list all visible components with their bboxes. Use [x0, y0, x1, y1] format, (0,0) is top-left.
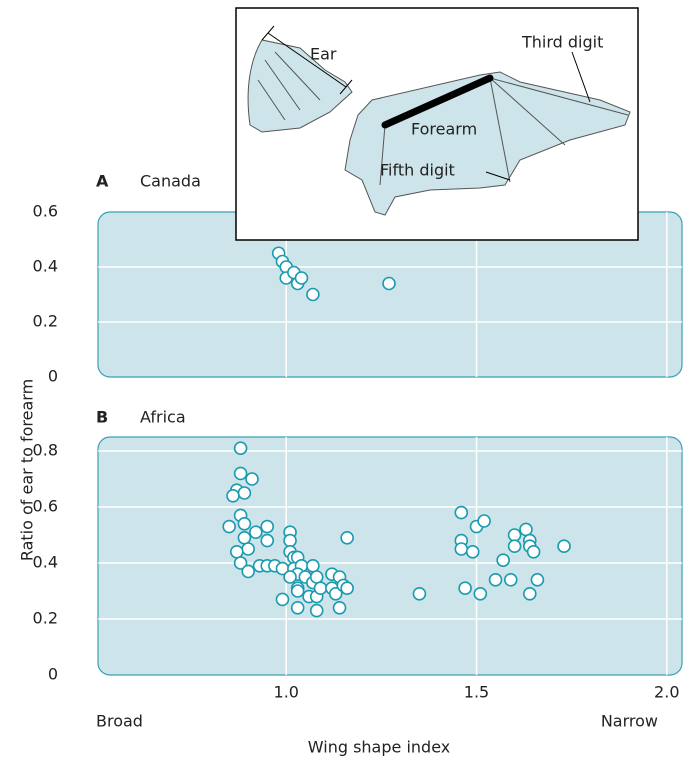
- point: [249, 525, 263, 540]
- point: [507, 528, 522, 542]
- y-tick-label: 0.2: [33, 609, 58, 628]
- point: [454, 505, 469, 520]
- y-tick-label: 0: [48, 665, 58, 684]
- point: [283, 533, 297, 548]
- point: [241, 564, 256, 579]
- point: [503, 572, 518, 587]
- panel-title: Africa: [140, 408, 186, 427]
- y-tick-label: 0: [48, 367, 58, 386]
- point: [530, 572, 545, 587]
- inset-label: Forearm: [411, 120, 477, 139]
- inset: Ear Forearm Third digit Fifth digit: [235, 7, 639, 241]
- x-end-label: Broad: [96, 712, 143, 731]
- x-tick-label: 2.0: [654, 683, 679, 702]
- y-tick-label: 0.2: [33, 312, 58, 331]
- x-axis-label: Wing shape index: [308, 738, 450, 757]
- point: [237, 530, 252, 545]
- point: [241, 542, 256, 556]
- point: [260, 519, 275, 534]
- point: [245, 472, 259, 486]
- point: [458, 581, 472, 596]
- point: [306, 287, 320, 302]
- wing-digits: [379, 77, 629, 186]
- point: [340, 530, 354, 545]
- point: [233, 556, 248, 570]
- point: [275, 592, 290, 607]
- point: [332, 600, 347, 615]
- point: [290, 600, 305, 615]
- point: [283, 570, 297, 584]
- plot-area: [97, 436, 683, 676]
- y-tick-label: 0.4: [33, 257, 58, 276]
- point: [522, 586, 537, 601]
- point: [237, 486, 252, 500]
- charts: A Canada 0 0.2 0.4 0.6 B Africa 0 0.2 0.4 0.6 0.8 1.0…: [33, 172, 683, 702]
- point: [454, 542, 469, 556]
- inset-label: Ear: [310, 45, 337, 64]
- panel-letter: A: [96, 172, 109, 191]
- point: [382, 276, 396, 291]
- point: [229, 544, 244, 559]
- ear-measure: [261, 25, 353, 95]
- inset-label: Fifth digit: [380, 161, 455, 180]
- leader-lines: [485, 51, 591, 181]
- x-tick-label: 1.5: [464, 683, 489, 702]
- y-tick-label: 0.6: [33, 202, 58, 221]
- panel-letter: B: [96, 408, 108, 427]
- point: [526, 544, 541, 559]
- point: [306, 558, 320, 573]
- forearm-bone: [381, 74, 494, 129]
- panel-title: Canada: [140, 172, 201, 191]
- point: [340, 581, 354, 596]
- inset-label: Third digit: [521, 33, 603, 52]
- point: [488, 572, 503, 587]
- point: [260, 533, 275, 548]
- point: [226, 488, 240, 503]
- point: [233, 441, 248, 456]
- y-tick-label: 0.4: [33, 553, 58, 572]
- point: [465, 544, 480, 559]
- ear-hair: [257, 51, 321, 121]
- point: [309, 603, 324, 618]
- y-tick-label: 0.6: [33, 497, 58, 516]
- point: [309, 570, 324, 584]
- point: [328, 586, 343, 601]
- point: [294, 271, 309, 285]
- point: [557, 539, 571, 554]
- point: [233, 466, 248, 481]
- point: [237, 516, 252, 531]
- y-axis-label: Ratio of ear to forearm: [18, 379, 37, 561]
- point: [519, 522, 533, 537]
- point: [496, 553, 510, 568]
- point: [507, 539, 522, 554]
- point: [477, 514, 491, 528]
- x-end-label: Narrow: [601, 712, 658, 731]
- x-tick-label: 1.0: [274, 683, 299, 702]
- point: [222, 519, 236, 534]
- point: [412, 586, 427, 601]
- y-tick-label: 0.8: [33, 441, 58, 460]
- point: [313, 581, 328, 596]
- point: [473, 586, 488, 601]
- point: [290, 584, 305, 598]
